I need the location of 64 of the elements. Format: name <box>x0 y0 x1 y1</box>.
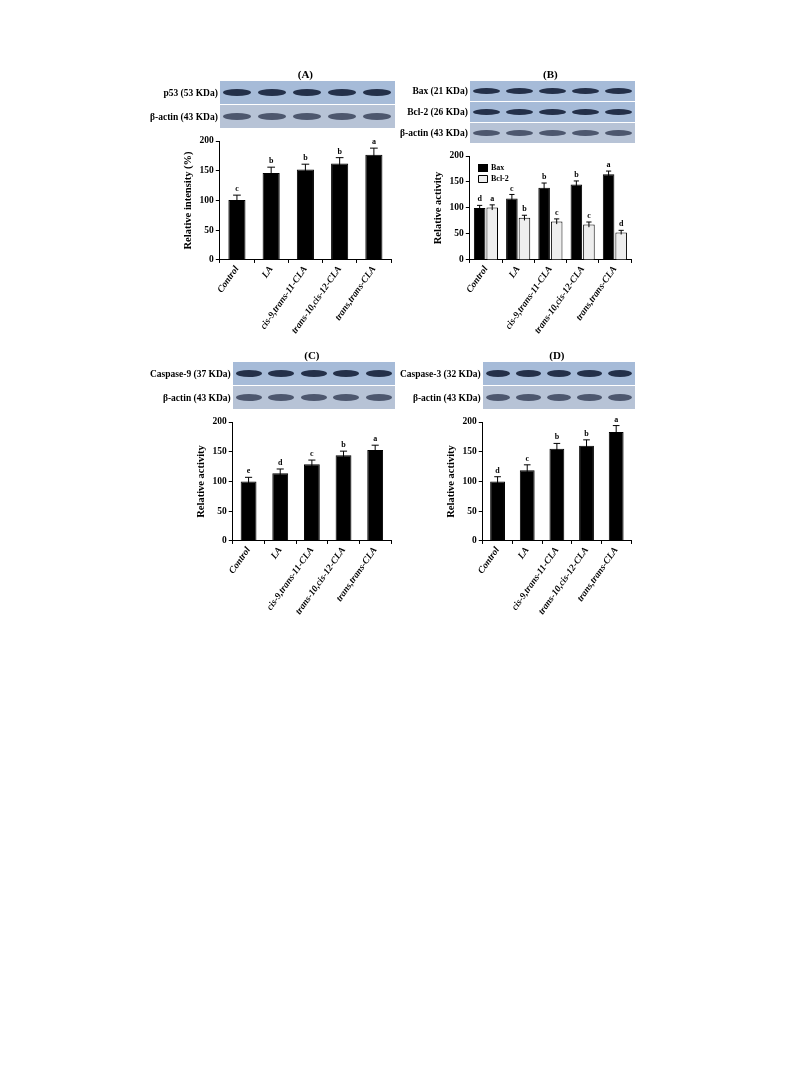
data-label: a <box>371 137 376 147</box>
text: Bcl-2 (26 KDa) <box>407 107 468 117</box>
y-tick-label: 100 <box>462 475 477 486</box>
data-label: c <box>235 184 240 194</box>
data-label: b <box>554 432 560 442</box>
y-tick-label: 0 <box>472 535 477 546</box>
data-label: c <box>554 207 559 217</box>
data-label: c <box>525 453 530 463</box>
y-tick-label: 0 <box>222 535 227 546</box>
text: β-actin (43 KDa) <box>162 392 231 403</box>
y-tick-label: 150 <box>212 446 227 457</box>
y-tick-label: 100 <box>199 194 215 205</box>
y-tick-label: 100 <box>449 202 465 213</box>
text: Caspase-3 (32 KDa) <box>400 368 481 379</box>
chart-title: (B) <box>543 68 558 80</box>
data-label: b <box>522 204 528 214</box>
y-tick-label: 50 <box>217 505 227 516</box>
data-label: b <box>574 170 580 180</box>
data-label: d <box>618 219 624 229</box>
data-label: a <box>606 160 611 170</box>
y-tick-label: 200 <box>212 416 227 427</box>
text: p53 (53 KDa) <box>163 87 218 98</box>
data-label: b <box>337 146 343 156</box>
data-label: b <box>268 156 274 166</box>
data-label: e <box>246 466 251 476</box>
data-label: c <box>510 183 515 193</box>
data-label: a <box>614 414 619 424</box>
data-label: a <box>490 193 495 203</box>
y-tick-label: 150 <box>462 446 477 457</box>
data-label: d <box>477 194 483 204</box>
data-label: b <box>541 172 547 182</box>
chart-title: (D) <box>549 349 565 361</box>
data-label: c <box>587 211 592 221</box>
y-tick-label: 50 <box>454 228 465 239</box>
text: Caspase-9 (37 KDa) <box>150 368 231 379</box>
legend-label: Bcl-2 <box>491 174 509 184</box>
y-axis-title: Relative intensity (%) <box>181 150 194 250</box>
y-tick-label: 100 <box>212 475 227 486</box>
y-axis-title: Relative activity <box>444 444 456 518</box>
legend-label: Bax <box>491 163 505 173</box>
data-label: b <box>584 428 590 438</box>
data-label: a <box>373 434 378 444</box>
y-axis-title: Relative activity <box>194 444 206 518</box>
text: β-actin (43 KDa) <box>400 128 468 138</box>
chart-title: (A) <box>297 68 314 80</box>
y-tick-label: 50 <box>467 505 477 516</box>
data-label: b <box>303 153 309 163</box>
y-tick-label: 200 <box>449 150 465 161</box>
y-axis-title: Relative activity <box>431 170 443 245</box>
text: β-actin (43 KDa) <box>412 392 481 403</box>
data-label: b <box>341 440 347 450</box>
chart-title: (C) <box>304 349 320 361</box>
y-tick-label: 0 <box>459 254 465 265</box>
y-tick-label: 200 <box>462 416 477 427</box>
y-tick-label: 50 <box>204 224 215 235</box>
data-label: d <box>278 458 283 468</box>
data-label: c <box>310 449 315 459</box>
y-tick-label: 150 <box>199 165 215 176</box>
y-tick-label: 0 <box>209 254 215 265</box>
text: Bax (21 KDa) <box>412 86 468 96</box>
data-label: d <box>495 465 501 475</box>
y-tick-label: 200 <box>199 135 215 146</box>
y-tick-label: 150 <box>449 176 465 187</box>
text: β-actin (43 KDa) <box>150 111 218 122</box>
